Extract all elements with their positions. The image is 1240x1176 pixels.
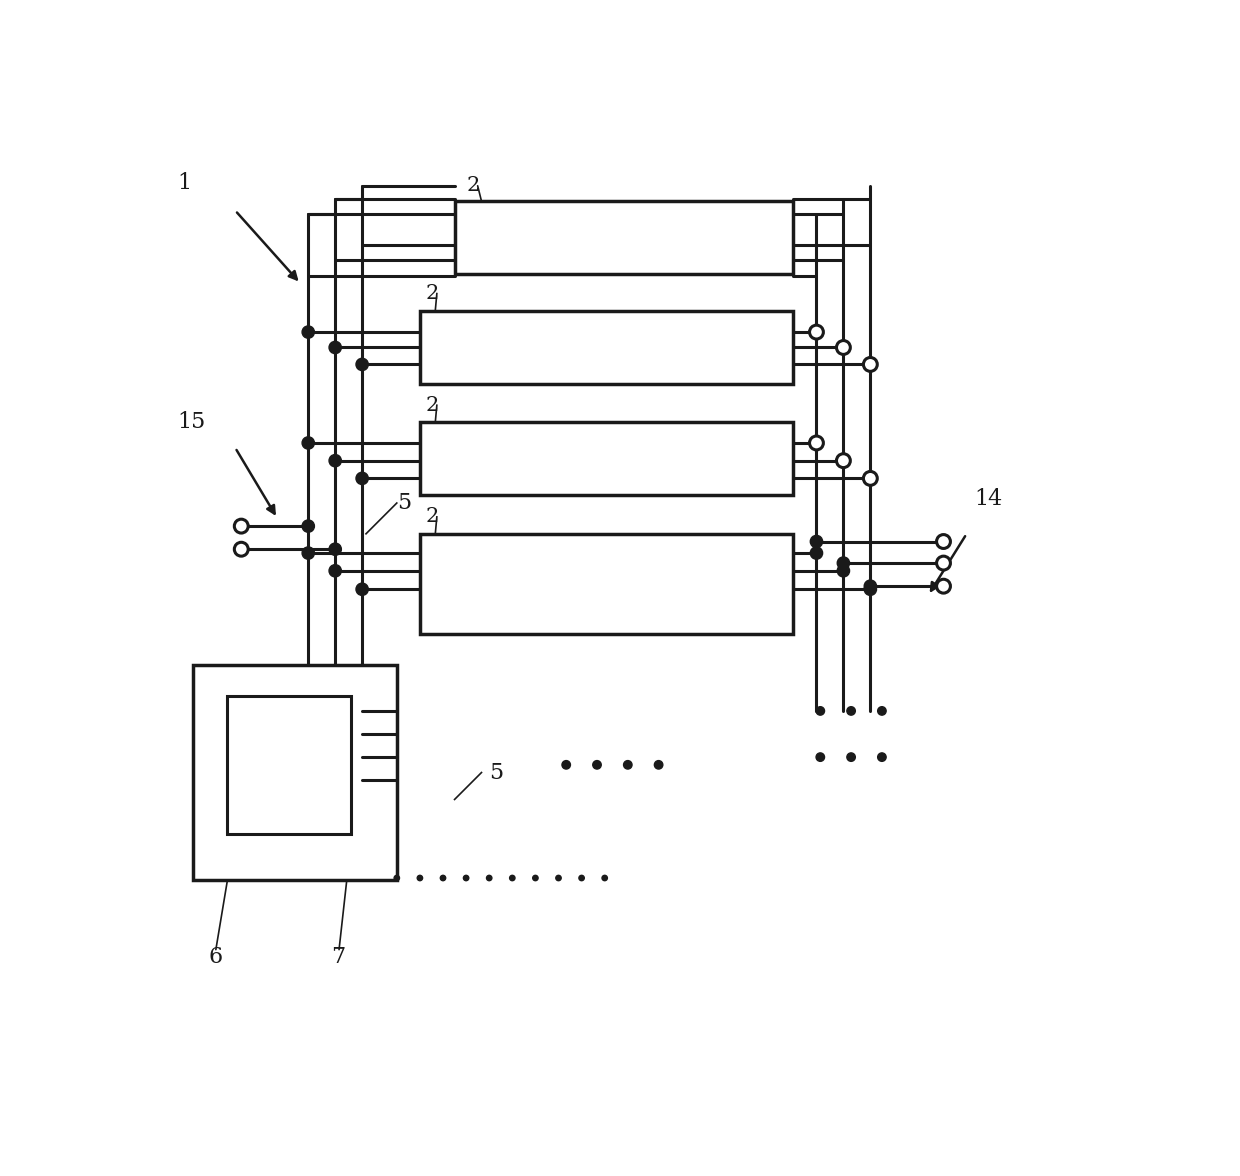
Circle shape xyxy=(655,761,663,769)
Text: 14: 14 xyxy=(975,488,1003,510)
Text: 15: 15 xyxy=(177,412,206,433)
Circle shape xyxy=(464,875,469,881)
Text: 7: 7 xyxy=(331,947,346,968)
Bar xyxy=(227,695,351,834)
Circle shape xyxy=(837,341,851,354)
Circle shape xyxy=(556,875,562,881)
Circle shape xyxy=(864,583,877,595)
Circle shape xyxy=(234,542,248,556)
Text: 2: 2 xyxy=(425,507,439,527)
Circle shape xyxy=(329,564,341,577)
Circle shape xyxy=(356,359,368,370)
Circle shape xyxy=(936,556,950,570)
Text: 2: 2 xyxy=(466,176,480,195)
Text: 1: 1 xyxy=(177,173,191,194)
Circle shape xyxy=(936,535,950,548)
Circle shape xyxy=(329,341,341,354)
Circle shape xyxy=(624,761,632,769)
Circle shape xyxy=(863,472,877,486)
Circle shape xyxy=(303,547,315,560)
Circle shape xyxy=(837,454,851,468)
Circle shape xyxy=(234,519,248,533)
Bar xyxy=(455,201,794,274)
Text: 2: 2 xyxy=(425,396,439,415)
Bar xyxy=(420,310,794,383)
Circle shape xyxy=(810,547,822,560)
Circle shape xyxy=(601,875,608,881)
Circle shape xyxy=(562,761,570,769)
Circle shape xyxy=(816,753,825,761)
Circle shape xyxy=(863,358,877,372)
Circle shape xyxy=(847,753,856,761)
Circle shape xyxy=(816,707,825,715)
Circle shape xyxy=(878,753,887,761)
Circle shape xyxy=(847,707,856,715)
Circle shape xyxy=(837,557,849,569)
Bar xyxy=(192,664,397,881)
Circle shape xyxy=(533,875,538,881)
Circle shape xyxy=(303,520,315,533)
Circle shape xyxy=(810,436,823,450)
Circle shape xyxy=(329,454,341,467)
Text: 5: 5 xyxy=(490,762,503,783)
Circle shape xyxy=(417,875,423,881)
Circle shape xyxy=(440,875,445,881)
Circle shape xyxy=(394,875,399,881)
Bar xyxy=(420,422,794,495)
Circle shape xyxy=(329,543,341,555)
Circle shape xyxy=(837,564,849,577)
Text: 5: 5 xyxy=(397,492,410,514)
Circle shape xyxy=(356,473,368,485)
Text: 2: 2 xyxy=(425,285,439,303)
Circle shape xyxy=(936,580,950,593)
Circle shape xyxy=(303,436,315,449)
Circle shape xyxy=(579,875,584,881)
Circle shape xyxy=(810,325,823,339)
Circle shape xyxy=(356,583,368,595)
Circle shape xyxy=(510,875,515,881)
Text: 6: 6 xyxy=(208,947,222,968)
Circle shape xyxy=(878,707,887,715)
Circle shape xyxy=(593,761,601,769)
Circle shape xyxy=(864,580,877,593)
Circle shape xyxy=(810,535,822,548)
Circle shape xyxy=(303,326,315,339)
Bar xyxy=(420,534,794,634)
Circle shape xyxy=(486,875,492,881)
